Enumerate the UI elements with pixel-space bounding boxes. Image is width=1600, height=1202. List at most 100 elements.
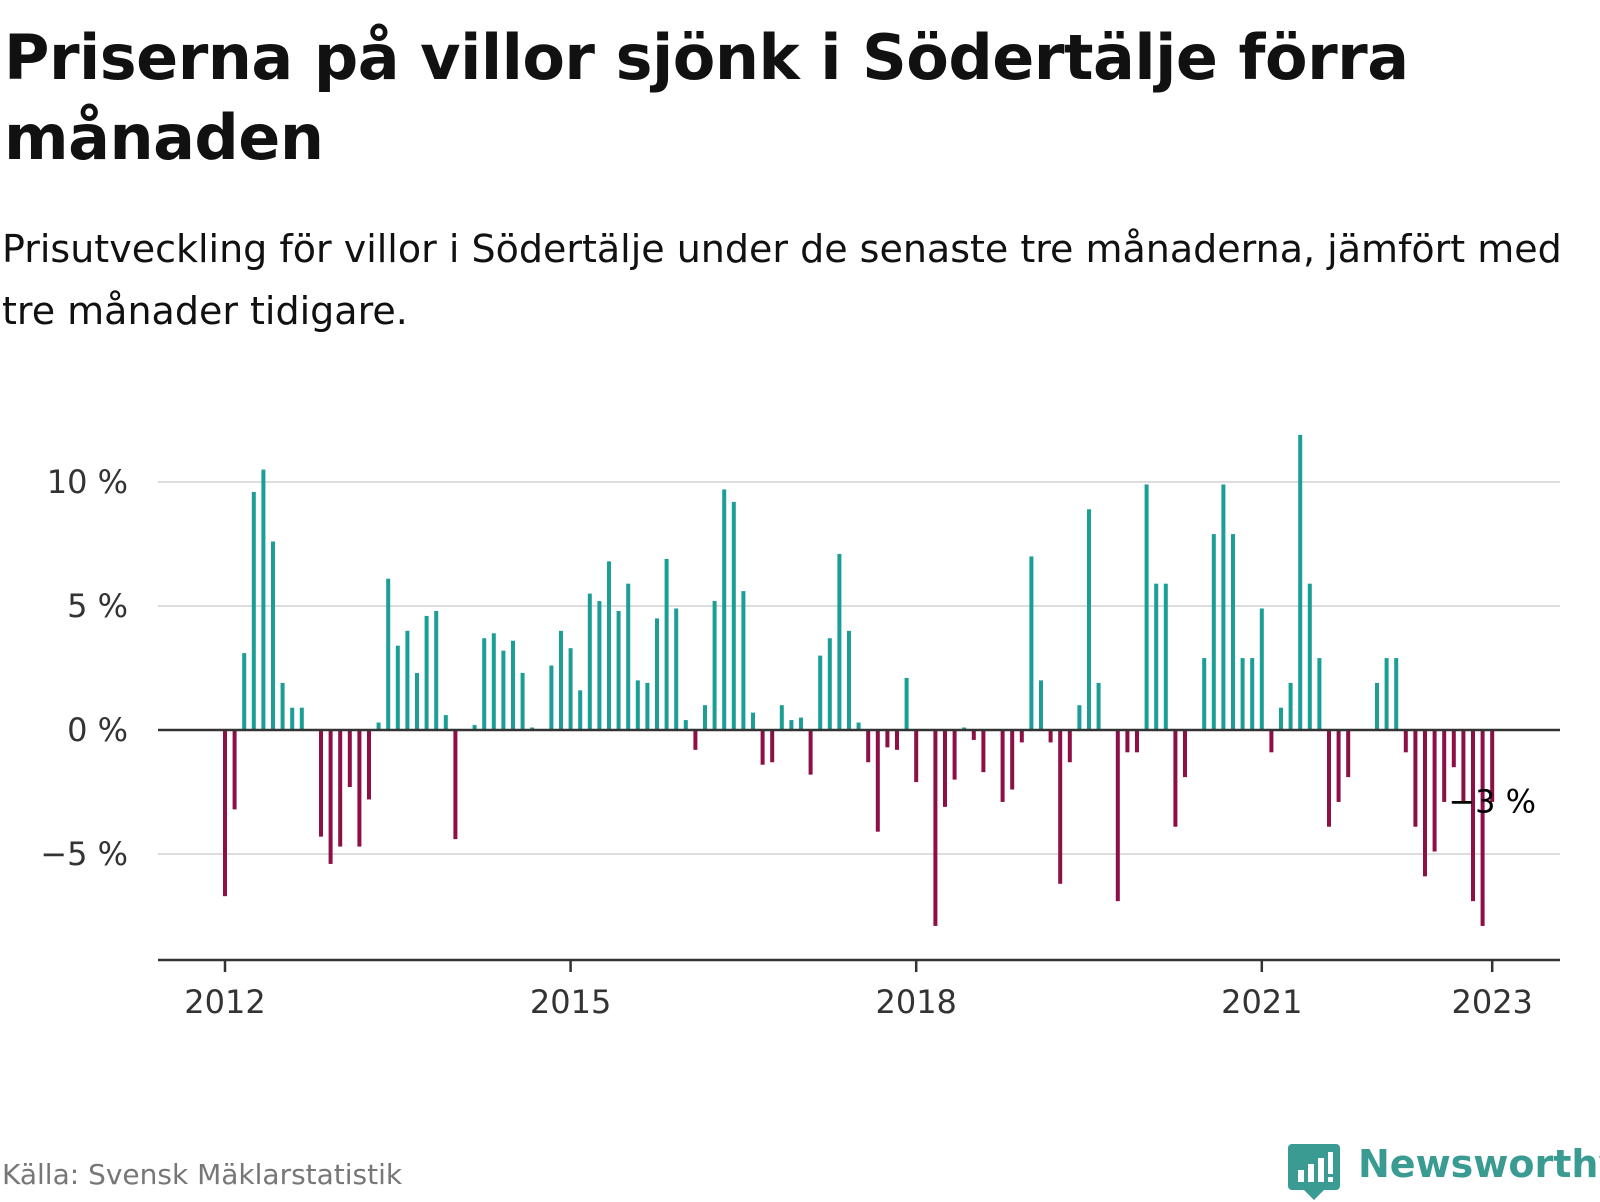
bar-negative <box>1173 730 1178 827</box>
source-credit: Källa: Svensk Mäklarstatistik <box>2 1158 403 1191</box>
bar-positive <box>511 640 515 730</box>
tick-labels: −5 % 0 % 5 % 10 % 2012 2015 2018 2021 2023 −3 % <box>40 463 1536 1021</box>
bar-positive <box>818 655 823 730</box>
bar-positive <box>722 489 727 730</box>
bar-positive <box>424 615 429 730</box>
bar-negative <box>1067 730 1072 763</box>
bar-negative <box>1048 730 1053 743</box>
bar-positive <box>904 677 909 730</box>
bar-positive <box>1144 484 1149 730</box>
bar-negative <box>693 730 698 750</box>
bar-positive <box>299 707 304 730</box>
bar-negative <box>1432 730 1437 852</box>
axes <box>158 728 1560 972</box>
bar-negative <box>866 730 871 763</box>
bar-negative <box>885 730 890 748</box>
bar-positive <box>559 630 563 730</box>
bar-negative <box>1490 730 1495 802</box>
bar-negative <box>1480 730 1485 926</box>
bar-positive <box>1307 583 1312 730</box>
bar-negative <box>1125 730 1130 753</box>
newsworthy-logo-icon <box>1288 1144 1340 1200</box>
bar-negative <box>1183 730 1187 778</box>
bar-positive <box>568 648 573 730</box>
x-tick-label: 2023 <box>1451 983 1532 1021</box>
bar-negative <box>1327 730 1331 827</box>
bar-positive <box>1240 658 1245 730</box>
bar-negative <box>1135 730 1139 753</box>
bar-positive <box>616 610 621 730</box>
bar-negative <box>1336 730 1341 802</box>
bar-positive <box>434 610 439 730</box>
bar-negative <box>981 730 986 773</box>
bar-negative <box>933 730 938 926</box>
bar-positive <box>1279 707 1283 730</box>
bar-negative <box>914 730 919 783</box>
bar-positive <box>405 630 410 730</box>
bar-negative <box>232 730 237 810</box>
bar-positive <box>789 720 794 730</box>
y-tick-label: 5 % <box>67 587 128 625</box>
bar-positive <box>1087 509 1091 730</box>
bar-positive <box>251 491 256 730</box>
bar-positive <box>741 591 746 730</box>
bar-positive <box>1288 682 1293 730</box>
bar-negative <box>1010 730 1015 790</box>
bar-negative <box>1413 730 1418 827</box>
bar-positive <box>1154 583 1159 730</box>
bar-negative <box>453 730 458 840</box>
bar-positive <box>1394 658 1399 730</box>
bar-positive <box>655 618 659 730</box>
bar-negative <box>770 730 775 763</box>
bar-positive <box>1029 556 1034 730</box>
bar-positive <box>1375 682 1379 730</box>
bar-positive <box>674 608 679 730</box>
bar-positive <box>731 501 736 730</box>
bar-negative <box>1423 730 1427 877</box>
bar-positive <box>376 722 381 730</box>
bar-positive <box>856 722 861 730</box>
bar-positive <box>261 469 266 730</box>
bar-negative <box>1346 730 1351 778</box>
bar-negative <box>1403 730 1408 753</box>
y-tick-label: 0 % <box>67 711 128 749</box>
bar-positive <box>837 553 842 730</box>
bar-negative <box>1058 730 1063 884</box>
bar-positive <box>242 653 247 730</box>
bar-positive <box>415 672 419 730</box>
bar-positive <box>1039 680 1043 730</box>
bar-negative <box>808 730 813 775</box>
bar-positive <box>847 630 851 730</box>
bar-positive <box>1163 583 1168 730</box>
bar-positive <box>1384 658 1389 730</box>
grid-lines <box>158 481 1560 855</box>
bar-positive <box>626 583 631 730</box>
bar-negative <box>895 730 899 750</box>
bar-negative <box>875 730 880 832</box>
bar-positive <box>501 650 506 730</box>
bar-negative <box>760 730 765 765</box>
brand-name: Newsworthy <box>1358 1142 1600 1186</box>
x-tick-label: 2021 <box>1221 983 1302 1021</box>
chart-subtitle: Prisutveckling för villor i Södertälje u… <box>2 227 1562 333</box>
bar-positive <box>1202 658 1207 730</box>
bar-negative <box>1471 730 1475 902</box>
bar-positive <box>520 672 525 730</box>
bars <box>223 434 1495 926</box>
bar-negative <box>1269 730 1274 753</box>
bar-positive <box>491 633 496 730</box>
bar-positive <box>271 541 275 730</box>
bar-positive <box>472 725 477 730</box>
bar-negative <box>319 730 323 837</box>
bar-negative <box>1000 730 1005 802</box>
bar-positive <box>290 707 295 730</box>
chart-title: Priserna på villor sjönk i Södertälje fö… <box>4 21 1409 174</box>
bar-positive <box>395 645 400 730</box>
bar-positive <box>587 593 592 730</box>
bar-negative <box>943 730 947 807</box>
bar-positive <box>1317 658 1322 730</box>
bar-positive <box>779 705 784 730</box>
bar-negative <box>1442 730 1447 802</box>
bar-positive <box>482 638 487 730</box>
bar-positive <box>1077 705 1082 730</box>
